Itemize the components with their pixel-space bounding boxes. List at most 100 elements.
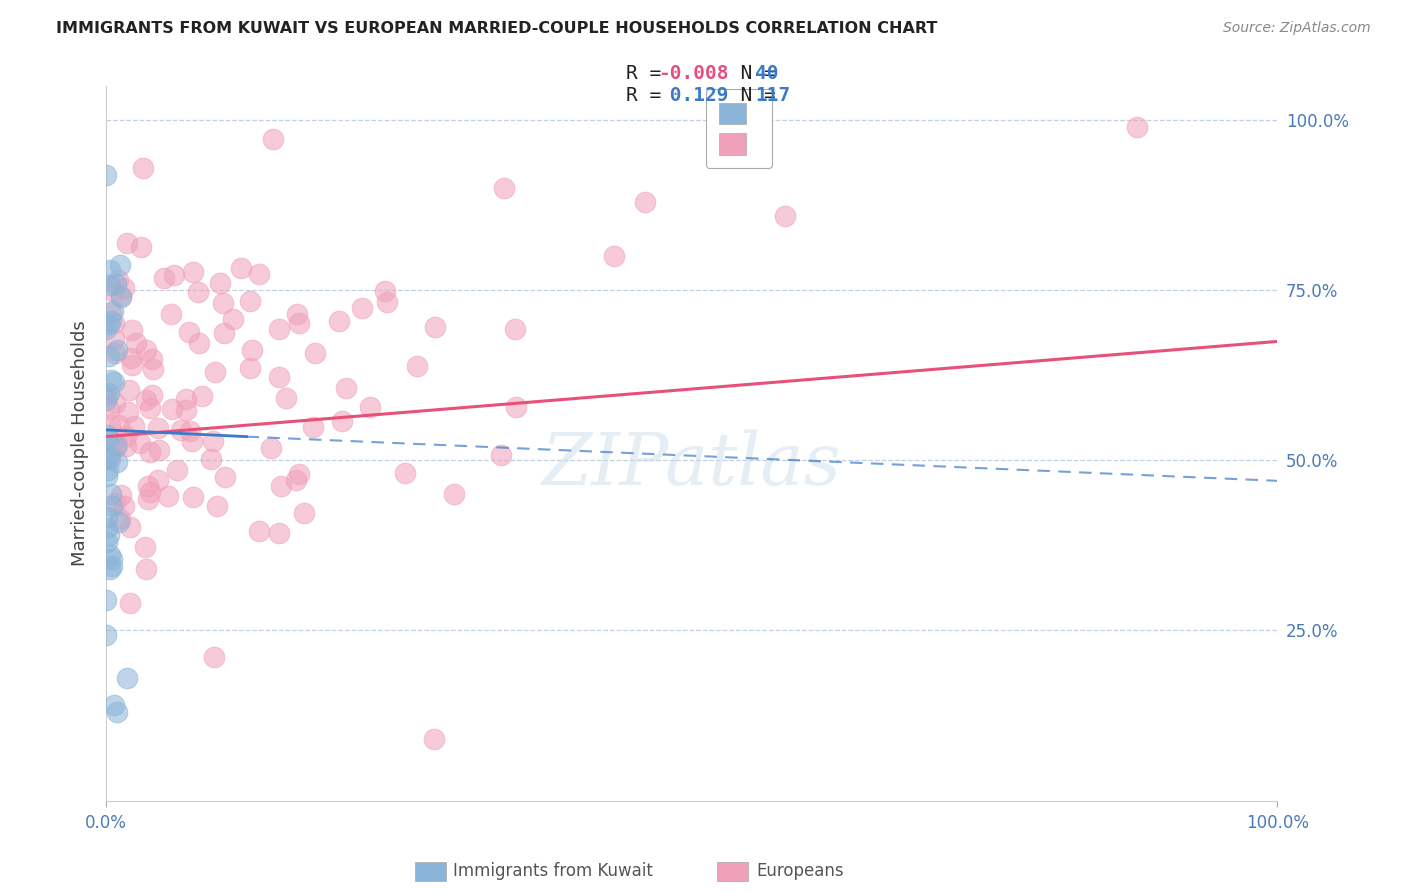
Point (135, 392, 157, 407)
Point (118, 384, 141, 398)
Point (634, 194, 657, 209)
Text: Source: ZipAtlas.com: Source: ZipAtlas.com (1223, 21, 1371, 35)
Point (202, 649, 225, 664)
Point (166, 463, 188, 477)
Point (180, 434, 202, 448)
Point (775, 209, 797, 223)
Point (114, 439, 136, 453)
Point (503, 321, 526, 335)
Point (96, 535, 118, 549)
Point (179, 424, 201, 438)
Point (160, 308, 183, 322)
Text: -0.008: -0.008 (658, 63, 728, 83)
Point (104, 438, 127, 452)
Point (110, 289, 132, 303)
Point (138, 401, 160, 416)
Text: ZIPatlas: ZIPatlas (541, 430, 842, 500)
Point (181, 491, 204, 505)
Point (105, 455, 128, 469)
Text: IMMIGRANTS FROM KUWAIT VS EUROPEAN MARRIED-COUPLE HOUSEHOLDS CORRELATION CHART: IMMIGRANTS FROM KUWAIT VS EUROPEAN MARRI… (56, 21, 938, 36)
Point (602, 249, 624, 263)
Point (375, 295, 398, 310)
Point (222, 312, 245, 326)
Text: Immigrants from Kuwait: Immigrants from Kuwait (453, 862, 652, 880)
Point (209, 276, 232, 290)
Point (103, 375, 125, 389)
Point (114, 428, 136, 442)
Point (423, 732, 446, 747)
Point (121, 323, 143, 337)
Point (100, 562, 122, 576)
Point (96, 393, 118, 408)
Point (191, 389, 214, 403)
Point (105, 439, 128, 453)
Point (107, 515, 129, 529)
Point (103, 303, 125, 318)
Point (394, 466, 416, 480)
Point (96, 451, 118, 466)
Point (301, 420, 323, 434)
Point (98, 528, 121, 542)
Point (269, 370, 291, 384)
Point (110, 290, 132, 304)
Point (97, 463, 120, 477)
Point (304, 345, 326, 359)
Point (96, 389, 118, 403)
Point (179, 325, 201, 339)
Point (96, 321, 118, 335)
Point (214, 326, 236, 340)
Point (187, 336, 209, 351)
Point (1126, 120, 1149, 135)
Point (115, 236, 138, 251)
Point (100, 306, 122, 320)
Point (96, 168, 118, 182)
Point (201, 434, 224, 449)
Point (98, 548, 121, 562)
Point (229, 261, 252, 276)
Point (117, 405, 139, 419)
Point (100, 445, 122, 459)
Point (288, 317, 311, 331)
Point (270, 479, 292, 493)
Point (374, 284, 396, 298)
Point (132, 161, 155, 175)
Point (105, 343, 128, 358)
Point (204, 365, 226, 379)
Point (240, 343, 263, 357)
Point (128, 435, 150, 450)
Point (423, 320, 446, 334)
Point (505, 400, 527, 414)
Point (104, 346, 127, 360)
Point (110, 488, 132, 502)
Point (110, 512, 132, 526)
Point (330, 415, 353, 429)
Point (98, 450, 121, 465)
Point (141, 388, 163, 402)
Point (174, 402, 197, 417)
Point (112, 280, 135, 294)
Point (489, 448, 512, 462)
Point (142, 361, 165, 376)
Point (104, 496, 127, 510)
Point (174, 392, 197, 406)
Point (267, 322, 290, 336)
Point (108, 258, 131, 272)
Point (181, 265, 204, 279)
Point (288, 467, 311, 482)
Point (103, 332, 125, 346)
Point (205, 499, 228, 513)
Point (138, 492, 160, 507)
Point (122, 419, 145, 434)
Point (101, 559, 124, 574)
Text: R =: R = (626, 86, 672, 105)
Point (98, 452, 121, 467)
Point (97, 432, 120, 446)
Y-axis label: Married-couple Households: Married-couple Households (72, 320, 89, 566)
Point (406, 359, 429, 373)
Point (96, 428, 118, 442)
Text: Europeans: Europeans (756, 862, 844, 880)
Point (247, 524, 270, 538)
Point (263, 132, 285, 146)
Point (96, 628, 118, 642)
Point (121, 351, 143, 365)
